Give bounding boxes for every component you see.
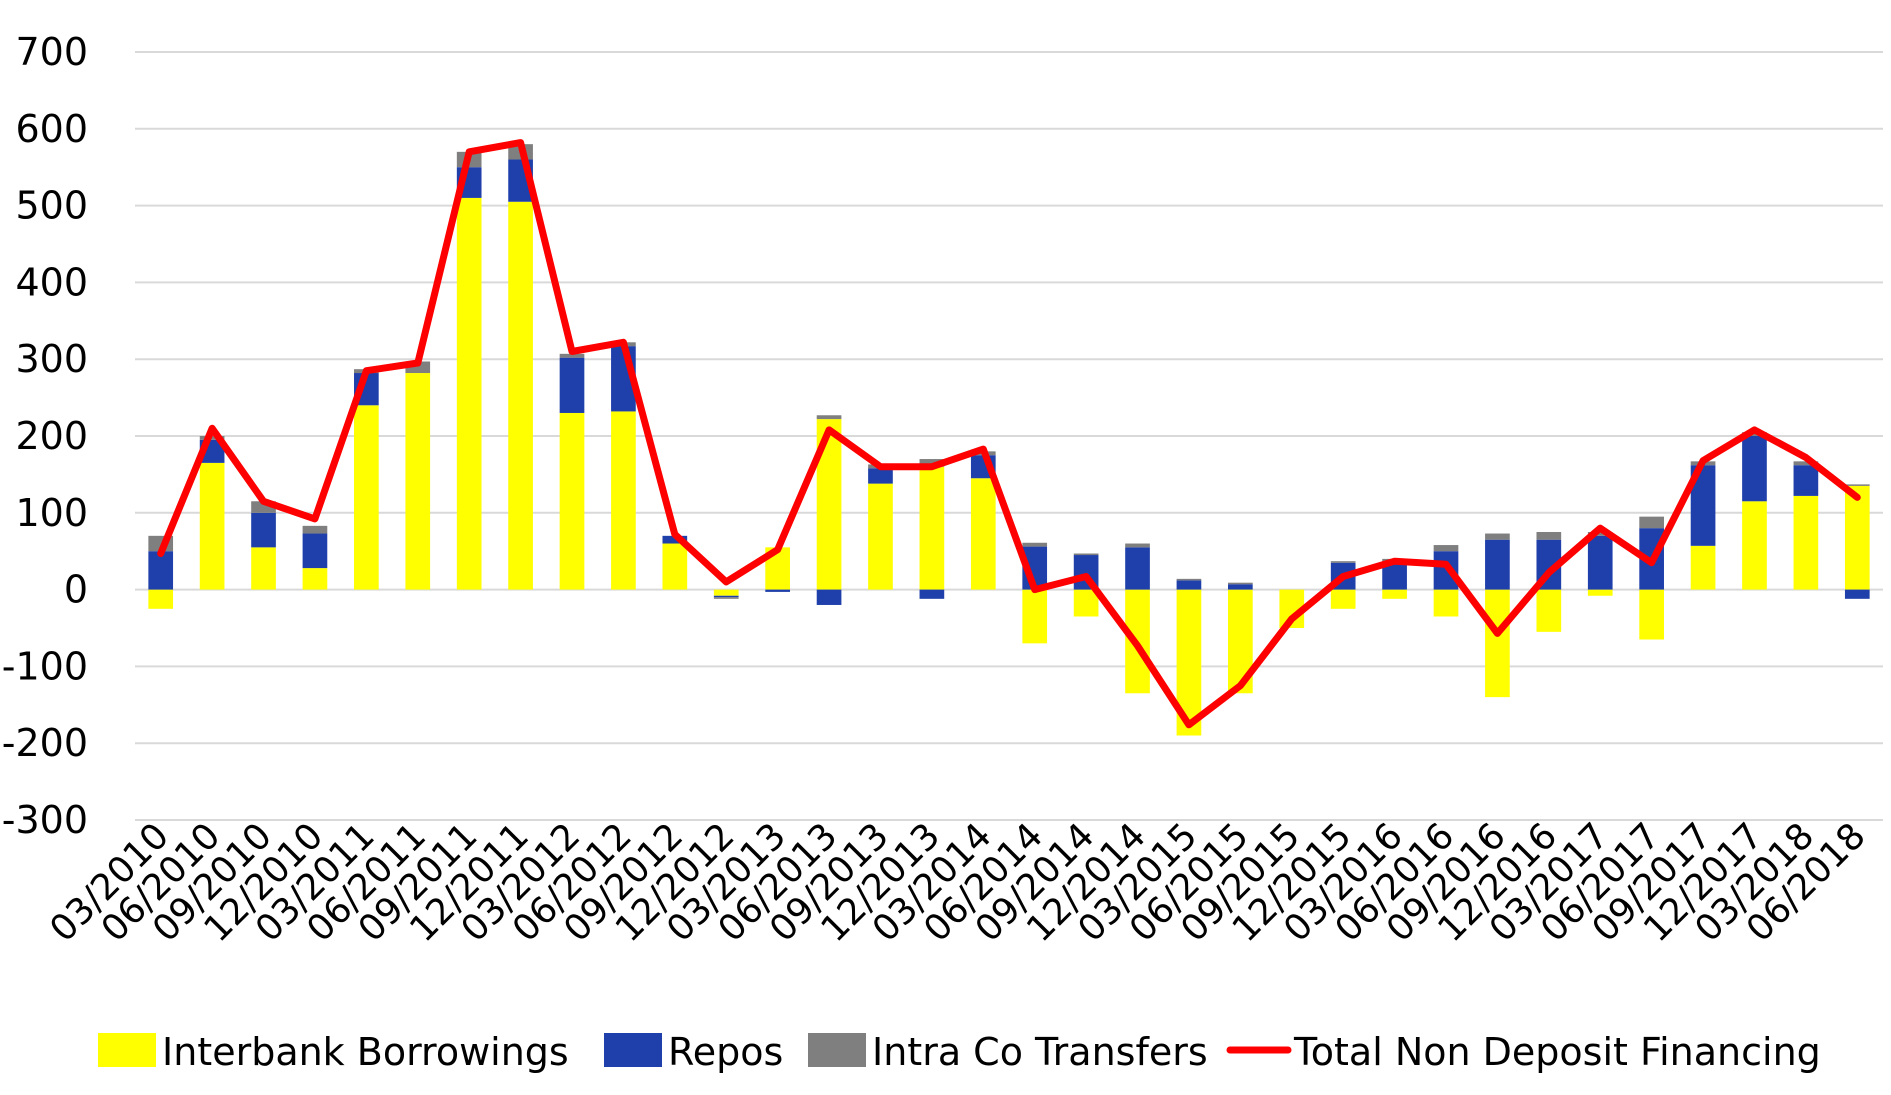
series-line-total-non-deposit-financing <box>157 139 1861 729</box>
legend-swatch <box>808 1033 866 1067</box>
bar-repos <box>559 357 585 413</box>
bar-repos <box>1125 547 1150 590</box>
bar-repos <box>148 551 174 590</box>
bar-repos <box>816 589 842 605</box>
bar-intra-co-transfers <box>1433 545 1459 552</box>
y-tick-label: -100 <box>2 644 88 688</box>
bar-interbank-borrowings <box>919 466 945 590</box>
bar-intra-co-transfers <box>1022 542 1048 547</box>
bar-interbank-borrowings <box>456 197 482 590</box>
bar-intra-co-transfers <box>302 525 328 534</box>
bar-intra-co-transfers <box>919 459 945 467</box>
bar-intra-co-transfers <box>1742 432 1767 436</box>
bar-repos <box>662 535 688 544</box>
bar-intra-co-transfers <box>1793 461 1819 466</box>
y-tick-label: 0 <box>64 568 88 612</box>
bar-repos <box>1587 535 1613 590</box>
bar-interbank-borrowings <box>713 589 739 596</box>
bar-interbank-borrowings <box>508 201 533 590</box>
gridlines <box>135 51 1883 821</box>
bar-interbank-borrowings <box>1587 589 1613 596</box>
legend-label: Repos <box>668 1030 783 1074</box>
bar-intra-co-transfers <box>1844 484 1870 486</box>
legend: Interbank Borrowings Repos Intra Co Transf… <box>98 1030 1821 1074</box>
bar-interbank-borrowings <box>1639 589 1664 640</box>
legend-label: Interbank Borrowings <box>162 1030 569 1074</box>
bar-interbank-borrowings <box>1073 589 1099 617</box>
bar-intra-co-transfers <box>1536 532 1562 540</box>
bar-repos <box>713 595 739 598</box>
bar-interbank-borrowings <box>559 412 585 590</box>
bar-intra-co-transfers <box>405 361 431 374</box>
bar-interbank-borrowings <box>1536 589 1562 632</box>
bar-intra-co-transfers <box>1228 582 1253 585</box>
y-tick-label: -300 <box>2 798 88 842</box>
bar-interbank-borrowings <box>405 373 431 590</box>
bars <box>148 144 1870 736</box>
x-axis-ticks: 03/201006/201009/201012/201003/201106/20… <box>42 815 1873 950</box>
y-tick-label: 400 <box>15 260 88 304</box>
y-tick-label: 600 <box>15 107 88 151</box>
bar-repos <box>1228 584 1253 590</box>
bar-interbank-borrowings <box>302 568 328 590</box>
bar-interbank-borrowings <box>199 462 225 590</box>
bar-intra-co-transfers <box>1073 553 1099 556</box>
bar-repos <box>1844 589 1870 599</box>
bar-interbank-borrowings <box>868 483 893 590</box>
bar-intra-co-transfers <box>1330 561 1356 563</box>
bar-repos <box>919 589 945 599</box>
bar-intra-co-transfers <box>559 353 585 358</box>
bar-interbank-borrowings <box>611 411 636 590</box>
legend-label: Total Non Deposit Financing <box>1293 1030 1821 1074</box>
total-line <box>157 139 1861 729</box>
y-tick-label: 700 <box>15 30 88 74</box>
bar-interbank-borrowings <box>251 547 276 590</box>
bar-interbank-borrowings <box>1793 495 1819 590</box>
bar-intra-co-transfers <box>1587 532 1613 536</box>
bar-interbank-borrowings <box>148 589 174 609</box>
y-tick-label: -200 <box>2 721 88 765</box>
legend-label: Intra Co Transfers <box>872 1030 1208 1074</box>
bar-repos <box>251 512 276 548</box>
bar-intra-co-transfers <box>1485 533 1510 540</box>
y-tick-label: 500 <box>15 184 88 228</box>
bar-intra-co-transfers <box>713 597 739 599</box>
bar-intra-co-transfers <box>199 436 225 440</box>
bar-intra-co-transfers <box>251 501 276 513</box>
bar-repos <box>765 589 790 592</box>
y-tick-label: 200 <box>15 414 88 458</box>
bar-intra-co-transfers <box>1639 516 1664 529</box>
bar-intra-co-transfers <box>816 415 842 420</box>
bar-intra-co-transfers <box>1125 543 1150 548</box>
bar-interbank-borrowings <box>970 478 996 590</box>
bar-repos <box>1793 465 1819 496</box>
bar-repos <box>868 468 893 484</box>
bar-repos <box>1485 539 1510 590</box>
bar-interbank-borrowings <box>1742 501 1767 590</box>
bar-repos <box>302 533 328 569</box>
bar-intra-co-transfers <box>1176 578 1202 581</box>
bar-interbank-borrowings <box>1330 589 1356 609</box>
bar-interbank-borrowings <box>1690 545 1716 590</box>
bar-interbank-borrowings <box>662 543 688 590</box>
bar-interbank-borrowings <box>1433 589 1459 617</box>
y-tick-label: 300 <box>15 337 88 381</box>
bar-repos <box>1742 436 1767 502</box>
y-axis-ticks: 700 600 500 400 300 200 100 0 -100 -200 -300 <box>2 30 88 842</box>
legend-swatch <box>98 1033 156 1067</box>
bar-interbank-borrowings <box>1022 589 1048 644</box>
bar-interbank-borrowings <box>1382 589 1407 599</box>
bar-repos <box>1176 580 1202 590</box>
bar-interbank-borrowings <box>354 405 379 590</box>
bar-interbank-borrowings <box>1485 589 1510 698</box>
bar-interbank-borrowings <box>1844 485 1870 590</box>
y-tick-label: 100 <box>15 491 88 535</box>
legend-swatch <box>604 1033 662 1067</box>
